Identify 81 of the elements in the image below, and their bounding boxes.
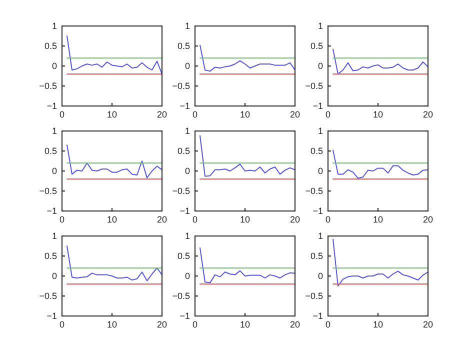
y-tick-label: 0.5	[177, 146, 190, 156]
x-tick-label: 20	[156, 109, 168, 120]
line-series	[200, 135, 296, 177]
x-tick-label: 0	[59, 214, 65, 224]
x-tick-label: 10	[106, 214, 118, 224]
y-tick-label: −1	[180, 310, 190, 321]
y-tick-label: 1	[52, 20, 57, 31]
x-tick-label: 20	[422, 319, 434, 330]
y-tick-label: 1	[318, 126, 323, 136]
y-tick-label: −1	[180, 100, 190, 111]
y-tick-label: 1	[184, 20, 190, 31]
y-tick-label: 0	[184, 270, 190, 281]
y-tick-label: 1	[184, 230, 190, 241]
y-tick-label: −0.5	[172, 80, 190, 91]
y-tick-label: −0.5	[305, 80, 323, 91]
x-tick-label: 10	[240, 319, 250, 330]
x-tick-label: 10	[106, 319, 118, 330]
y-tick-label: 1	[184, 126, 190, 136]
y-tick-label: −0.5	[172, 186, 190, 196]
y-tick-label: −1	[180, 206, 190, 216]
line-series	[332, 150, 428, 179]
y-tick-label: −0.5	[39, 186, 57, 196]
x-tick-label: 0	[59, 109, 65, 120]
x-tick-label: 10	[240, 109, 250, 120]
x-tick-label: 10	[106, 109, 118, 120]
x-tick-label: 0	[192, 319, 198, 330]
x-tick-label: 20	[422, 109, 434, 120]
y-tick-label: 0.5	[310, 250, 323, 261]
x-tick-label: 20	[290, 319, 300, 330]
y-tick-label: 0	[318, 270, 323, 281]
x-tick-label: 0	[192, 109, 198, 120]
line-series	[200, 44, 296, 72]
y-tick-label: 0	[52, 60, 57, 71]
y-tick-label: 0.5	[44, 40, 57, 51]
x-tick-label: 10	[240, 214, 250, 224]
y-tick-label: 0	[184, 60, 190, 71]
line-series	[332, 238, 428, 286]
y-tick-label: 0	[52, 270, 57, 281]
y-tick-label: 0	[52, 166, 57, 176]
y-tick-label: 0.5	[310, 40, 323, 51]
y-tick-label: 0.5	[44, 146, 57, 156]
y-tick-label: −1	[312, 310, 323, 321]
y-tick-label: 0	[318, 60, 323, 71]
y-tick-label: 1	[52, 230, 57, 241]
line-series	[66, 144, 162, 178]
y-tick-label: 0.5	[44, 250, 57, 261]
y-tick-label: −1	[46, 100, 57, 111]
line-series	[66, 36, 162, 74]
y-tick-label: 1	[52, 126, 57, 136]
line-series	[200, 248, 296, 284]
x-tick-label: 20	[156, 319, 168, 330]
x-tick-label: 10	[372, 319, 384, 330]
y-tick-label: −0.5	[39, 290, 57, 301]
y-tick-label: −0.5	[39, 80, 57, 91]
x-tick-label: 10	[372, 214, 384, 224]
x-tick-label: 0	[59, 319, 65, 330]
y-tick-label: 1	[318, 20, 323, 31]
y-tick-label: −1	[46, 310, 57, 321]
x-tick-label: 0	[325, 319, 331, 330]
y-tick-label: 0.5	[177, 250, 190, 261]
x-tick-label: 20	[422, 214, 434, 224]
x-tick-label: 0	[325, 109, 331, 120]
x-tick-label: 0	[192, 214, 198, 224]
y-tick-label: −1	[312, 206, 323, 216]
y-tick-label: −1	[312, 100, 323, 111]
x-tick-label: 20	[290, 214, 300, 224]
y-tick-label: −0.5	[172, 290, 190, 301]
y-tick-label: 0.5	[177, 40, 190, 51]
x-tick-label: 0	[325, 214, 331, 224]
x-tick-label: 20	[156, 214, 168, 224]
y-tick-label: 0	[318, 166, 323, 176]
y-tick-label: −0.5	[305, 186, 323, 196]
y-tick-label: −1	[46, 206, 57, 216]
y-tick-label: 1	[318, 230, 323, 241]
line-series	[66, 246, 162, 282]
y-tick-label: −0.5	[305, 290, 323, 301]
y-tick-label: 0.5	[310, 146, 323, 156]
line-series	[332, 48, 428, 74]
x-tick-label: 20	[290, 109, 300, 120]
x-tick-label: 10	[372, 109, 384, 120]
y-tick-label: 0	[184, 166, 190, 176]
